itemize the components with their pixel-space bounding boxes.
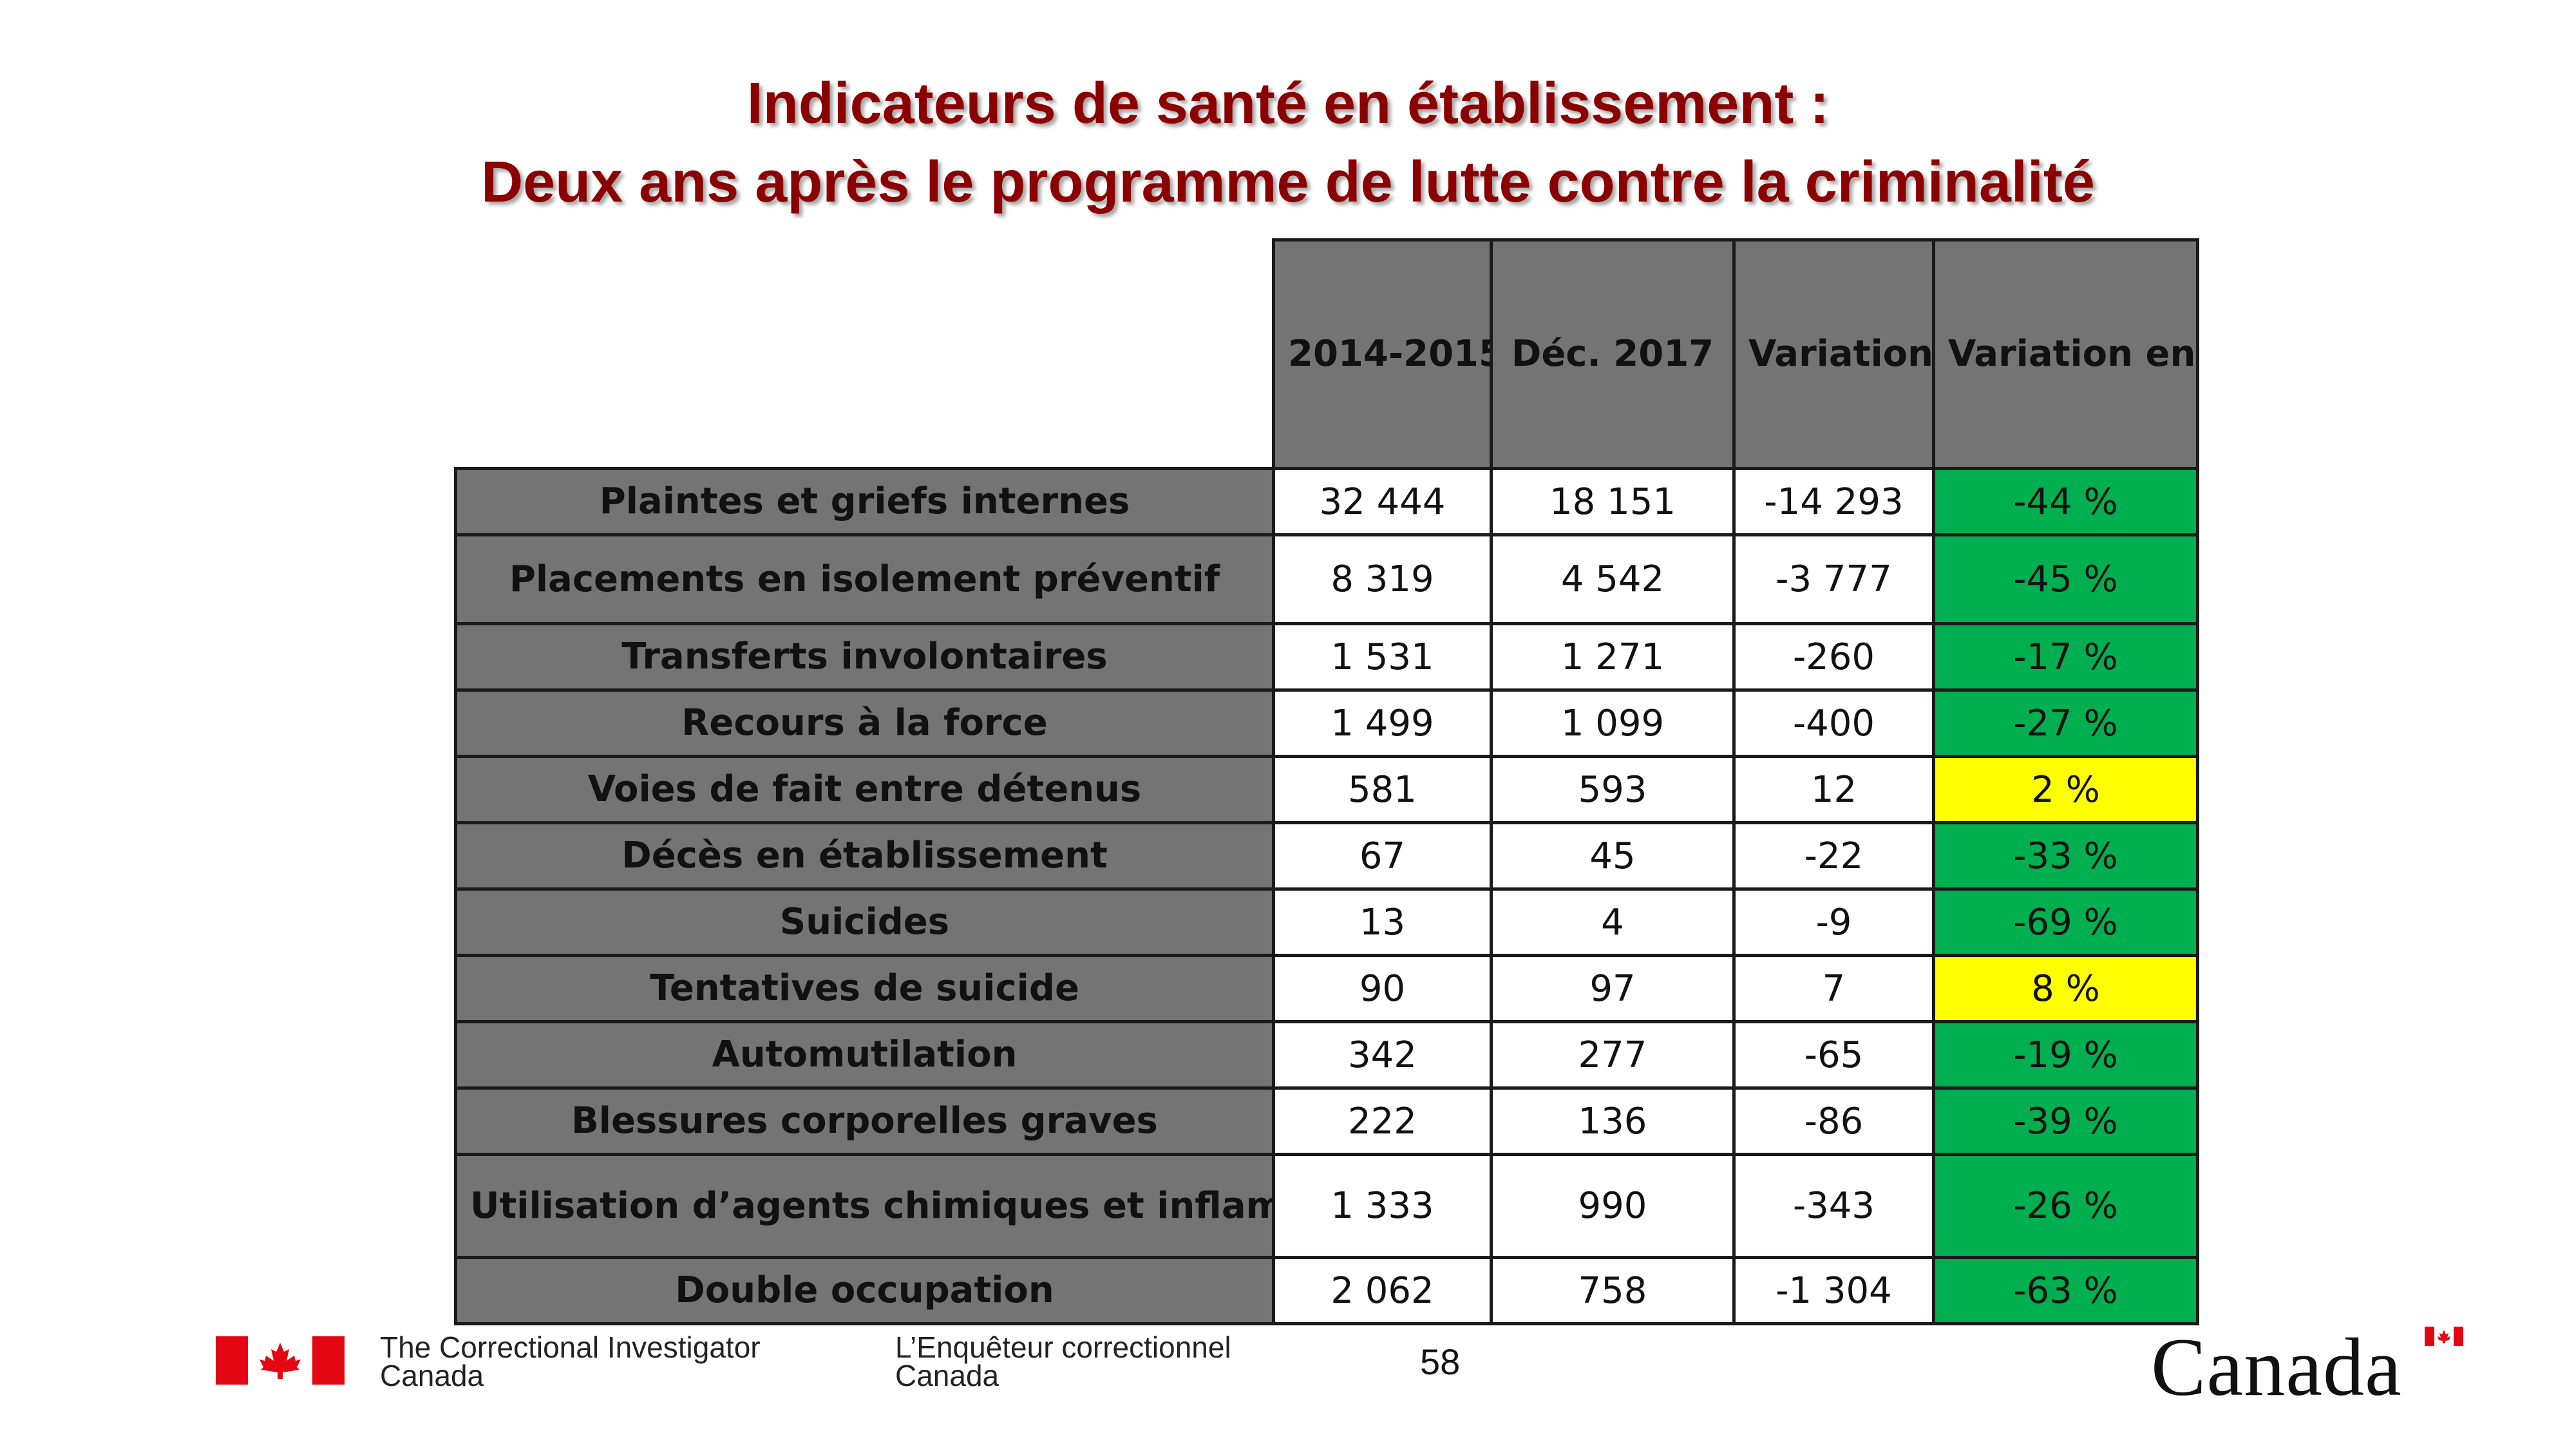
table-row: Transferts involontaires 1 531 1 271 -26… [454, 622, 2199, 692]
organization-name-english: The Correctional Investigator Canada [380, 1331, 761, 1392]
cell-variation-percent: -33 % [1932, 821, 2199, 891]
cell-2014-2015: 2 062 [1272, 1256, 1493, 1325]
cell-dec-2017: 990 [1490, 1153, 1736, 1259]
cell-variation: -65 [1732, 1020, 1935, 1090]
cell-variation: -1 304 [1732, 1256, 1935, 1325]
slide-title-line1: Indicateurs de santé en établissement : [746, 71, 1830, 136]
cell-2014-2015: 32 444 [1272, 467, 1493, 536]
table-row: Voies de fait entre détenus 581 593 12 2… [454, 755, 2199, 824]
cell-variation: -260 [1732, 622, 1935, 692]
column-header-variation-percent: Variation en pourcentage [1932, 238, 2199, 470]
table-row: Blessures corporelles graves 222 136 -86… [454, 1086, 2199, 1156]
organization-name-french: L’Enquêteur correctionnel Canada [895, 1331, 1231, 1392]
row-label: Plaintes et griefs internes [454, 467, 1275, 536]
cell-dec-2017: 277 [1490, 1020, 1736, 1090]
cell-dec-2017: 758 [1490, 1256, 1736, 1325]
row-label: Automutilation [454, 1020, 1275, 1090]
cell-variation-percent: 8 % [1932, 954, 2199, 1023]
slide-title-line2: Deux ans après le programme de lutte con… [481, 150, 2095, 214]
row-label: Utilisation d’agents chimiques et inflam… [454, 1153, 1275, 1259]
org-fr-line1: L’Enquêteur correctionnel [895, 1331, 1231, 1364]
table-row: Double occupation 2 062 758 -1 304 -63 % [454, 1256, 2199, 1325]
cell-2014-2015: 222 [1272, 1086, 1493, 1156]
org-en-line1: The Correctional Investigator [380, 1331, 761, 1364]
cell-variation-percent: -26 % [1932, 1153, 2199, 1259]
canada-flag-icon [216, 1336, 345, 1385]
cell-2014-2015: 581 [1272, 755, 1493, 824]
cell-2014-2015: 13 [1272, 887, 1493, 957]
table-row: Décès en établissement 67 45 -22 -33 % [454, 821, 2199, 891]
cell-variation-percent: 2 % [1932, 755, 2199, 824]
cell-2014-2015: 90 [1272, 954, 1493, 1023]
org-fr-line2: Canada [895, 1359, 999, 1392]
column-header-variation: Variation [1732, 238, 1935, 470]
cell-variation: -14 293 [1732, 467, 1935, 536]
cell-dec-2017: 97 [1490, 954, 1736, 1023]
cell-dec-2017: 18 151 [1490, 467, 1736, 536]
cell-2014-2015: 342 [1272, 1020, 1493, 1090]
cell-variation: -9 [1732, 887, 1935, 957]
row-label: Recours à la force [454, 688, 1275, 758]
row-label: Voies de fait entre détenus [454, 755, 1275, 824]
table-row: Recours à la force 1 499 1 099 -400 -27 … [454, 688, 2199, 758]
cell-variation-percent: -45 % [1932, 533, 2199, 625]
cell-2014-2015: 1 531 [1272, 622, 1493, 692]
cell-variation: -400 [1732, 688, 1935, 758]
indicators-table: 2014-2015 Déc. 2017 Variation Variation … [454, 238, 2199, 1325]
cell-variation-percent: -39 % [1932, 1086, 2199, 1156]
table-row: Suicides 13 4 -9 -69 % [454, 887, 2199, 957]
cell-2014-2015: 1 499 [1272, 688, 1493, 758]
cell-dec-2017: 45 [1490, 821, 1736, 891]
cell-variation: 12 [1732, 755, 1935, 824]
column-header-2014-2015: 2014-2015 [1272, 238, 1493, 470]
cell-variation-percent: -63 % [1932, 1256, 2199, 1325]
row-label: Suicides [454, 887, 1275, 957]
row-label: Double occupation [454, 1256, 1275, 1325]
row-label: Blessures corporelles graves [454, 1086, 1275, 1156]
cell-2014-2015: 1 333 [1272, 1153, 1493, 1259]
row-label: Placements en isolement préventif [454, 533, 1275, 625]
row-label: Transferts involontaires [454, 622, 1275, 692]
canada-wordmark: Canada [2151, 1321, 2402, 1413]
table-header-row: 2014-2015 Déc. 2017 Variation Variation … [455, 238, 2199, 470]
column-header-dec-2017: Déc. 2017 [1490, 238, 1736, 470]
cell-dec-2017: 4 542 [1490, 533, 1736, 625]
wordmark-flag-icon [2425, 1327, 2463, 1346]
table-corner [455, 240, 1274, 469]
cell-variation-percent: -19 % [1932, 1020, 2199, 1090]
cell-variation-percent: -69 % [1932, 887, 2199, 957]
table-row: Placements en isolement préventif 8 319 … [454, 533, 2199, 625]
cell-dec-2017: 593 [1490, 755, 1736, 824]
cell-dec-2017: 1 271 [1490, 622, 1736, 692]
row-label: Décès en établissement [454, 821, 1275, 891]
cell-variation-percent: -44 % [1932, 467, 2199, 536]
cell-variation: -22 [1732, 821, 1935, 891]
org-en-line2: Canada [380, 1359, 484, 1392]
table-row: Automutilation 342 277 -65 -19 % [454, 1020, 2199, 1090]
row-label: Tentatives de suicide [454, 954, 1275, 1023]
cell-variation-percent: -17 % [1932, 622, 2199, 692]
cell-variation: -343 [1732, 1153, 1935, 1259]
cell-variation: 7 [1732, 954, 1935, 1023]
cell-dec-2017: 136 [1490, 1086, 1736, 1156]
table-row: Tentatives de suicide 90 97 7 8 % [454, 954, 2199, 1023]
cell-2014-2015: 67 [1272, 821, 1493, 891]
table-row: Utilisation d’agents chimiques et inflam… [454, 1153, 2199, 1259]
cell-dec-2017: 1 099 [1490, 688, 1736, 758]
slide-title: Indicateurs de santé en établissement : … [0, 64, 2576, 222]
cell-2014-2015: 8 319 [1272, 533, 1493, 625]
page-number: 58 [1420, 1341, 1461, 1382]
cell-variation-percent: -27 % [1932, 688, 2199, 758]
cell-dec-2017: 4 [1490, 887, 1736, 957]
cell-variation: -3 777 [1732, 533, 1935, 625]
cell-variation: -86 [1732, 1086, 1935, 1156]
table-row: Plaintes et griefs internes 32 444 18 15… [454, 467, 2199, 536]
